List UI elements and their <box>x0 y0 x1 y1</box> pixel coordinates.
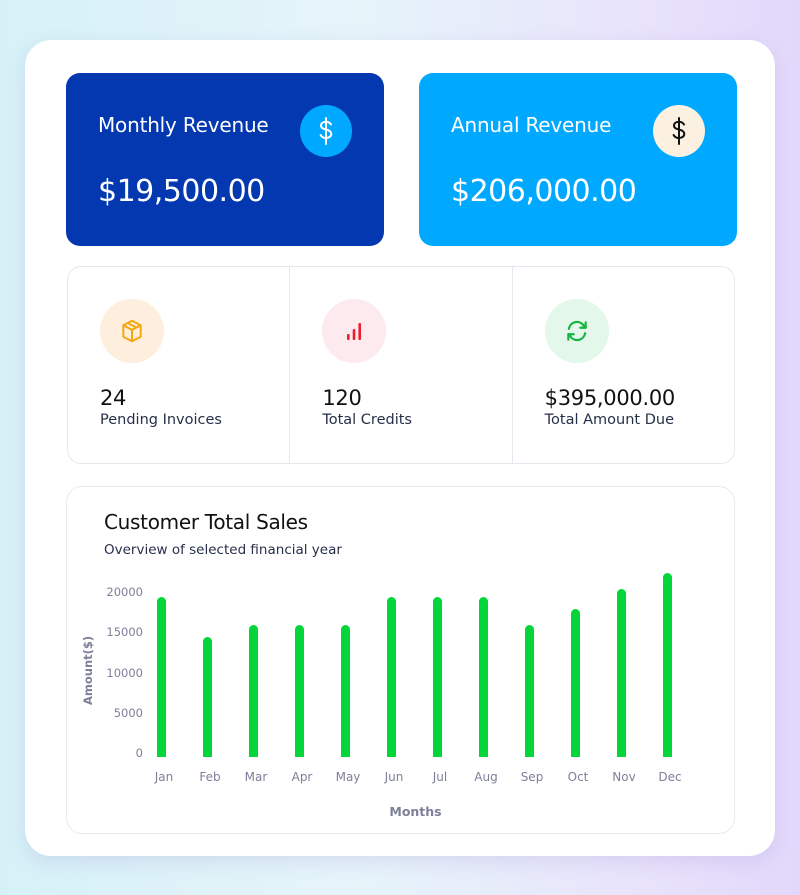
bar-nov[interactable] <box>616 588 626 757</box>
x-axis-label: Months <box>389 804 442 819</box>
bar-mar[interactable] <box>248 625 258 757</box>
bar-jan[interactable] <box>156 597 166 757</box>
refresh-icon <box>544 299 609 363</box>
sales-chart-card: Customer Total Sales Overview of selecte… <box>66 486 735 834</box>
pending-invoices-label: Pending Invoices <box>100 412 222 428</box>
x-tick-label: Feb <box>199 770 221 784</box>
x-tick-label: Sep <box>520 770 544 784</box>
stat-total-amount-due: $395,000.00 Total Amount Due <box>513 267 734 463</box>
total-amount-due-value: $395,000.00 <box>544 386 676 410</box>
stat-pending-invoices: 24 Pending Invoices <box>68 267 291 463</box>
stats-panel: 24 Pending Invoices 120 Total Credits $3… <box>67 266 735 464</box>
bar-jul[interactable] <box>432 597 442 757</box>
total-credits-value: 120 <box>322 386 362 410</box>
box-icon <box>100 299 164 363</box>
x-tick-label: May <box>335 770 361 784</box>
y-tick-label: 10000 <box>106 665 143 680</box>
annual-revenue-card: Annual Revenue $206,000.00 <box>419 73 737 246</box>
x-tick-label: Jan <box>154 770 174 784</box>
dollar-icon <box>653 105 705 157</box>
bar-may[interactable] <box>340 625 350 757</box>
y-tick-label: 5000 <box>113 705 143 720</box>
annual-revenue-title: Annual Revenue <box>451 113 612 137</box>
total-amount-due-label: Total Amount Due <box>544 412 674 428</box>
x-tick-label: Jul <box>432 770 448 784</box>
x-tick-label: Mar <box>244 770 268 784</box>
bar-apr[interactable] <box>294 625 304 757</box>
bar-dec[interactable] <box>662 572 672 757</box>
stat-total-credits: 120 Total Credits <box>290 267 513 463</box>
signal-bars-icon <box>322 299 387 363</box>
x-tick-label: Dec <box>658 770 682 784</box>
bar-feb[interactable] <box>202 637 212 757</box>
y-tick-label: 0 <box>135 746 143 760</box>
x-tick-label: Nov <box>612 770 636 784</box>
bar-sep[interactable] <box>524 625 534 757</box>
x-tick-label: Aug <box>474 770 498 784</box>
total-credits-label: Total Credits <box>322 412 412 428</box>
dollar-icon <box>300 105 352 157</box>
x-tick-label: Oct <box>567 770 589 784</box>
y-tick-label: 15000 <box>106 625 143 640</box>
x-tick-label: Apr <box>291 770 313 784</box>
chart-title: Customer Total Sales <box>104 510 308 534</box>
bar-aug[interactable] <box>478 597 488 757</box>
monthly-revenue-title: Monthly Revenue <box>98 113 269 137</box>
monthly-revenue-value: $19,500.00 <box>98 174 265 209</box>
pending-invoices-value: 24 <box>100 386 127 410</box>
y-tick-label: 20000 <box>106 585 143 599</box>
x-tick-label: Jun <box>384 770 404 784</box>
annual-revenue-value: $206,000.00 <box>451 174 637 209</box>
monthly-revenue-card: Monthly Revenue $19,500.00 <box>66 73 384 246</box>
chart-subtitle: Overview of selected financial year <box>104 542 342 558</box>
bar-jun[interactable] <box>386 597 396 757</box>
bar-oct[interactable] <box>570 609 580 757</box>
